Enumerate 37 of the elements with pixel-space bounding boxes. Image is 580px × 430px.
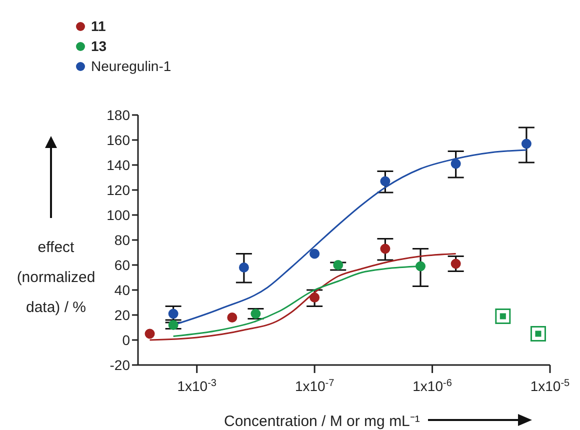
x-tick-label: 1x10$^{-6}$ — [412, 378, 452, 394]
y-tick-label: 40 — [114, 282, 130, 298]
point — [495, 308, 511, 324]
x-tick-label: 1x10$^{-5}$ — [530, 378, 570, 394]
point — [380, 176, 390, 186]
point — [310, 248, 320, 259]
point — [530, 326, 546, 342]
legend-label: 13 — [91, 37, 107, 56]
point — [521, 138, 532, 149]
point — [450, 158, 461, 169]
y-tick-label: 60 — [114, 256, 130, 273]
y-axis-title: effect (normalized data) / % — [16, 238, 96, 318]
y-tick-label: 100 — [106, 206, 130, 223]
point — [450, 258, 461, 269]
legend-label: Neuregulin-1 — [91, 57, 172, 76]
point — [416, 261, 426, 272]
point — [250, 308, 261, 319]
point — [333, 260, 344, 270]
y-tick-label: 180 — [106, 106, 130, 123]
point — [168, 308, 178, 319]
y-tick-label: 120 — [106, 182, 130, 198]
point — [144, 328, 155, 339]
legend-label: 11 — [91, 17, 106, 36]
x-tick-label: 1x10$^{-7}$ — [294, 378, 335, 394]
point — [227, 312, 238, 322]
x-tick-label: 1x10$^{-3}$ — [177, 378, 217, 394]
y-tick-label: -20 — [110, 356, 130, 373]
x-axis-title: Concentration / M or mg mL⁻¹ — [224, 412, 420, 430]
point — [310, 292, 320, 302]
point — [238, 262, 249, 272]
y-tick-label: 160 — [106, 132, 130, 148]
y-tick-label: 80 — [114, 232, 130, 248]
y-tick-label: 140 — [106, 156, 130, 173]
y-tick-label: 0 — [122, 332, 130, 348]
y-tick-label: 20 — [114, 306, 130, 323]
point — [168, 320, 178, 330]
point — [380, 244, 390, 254]
